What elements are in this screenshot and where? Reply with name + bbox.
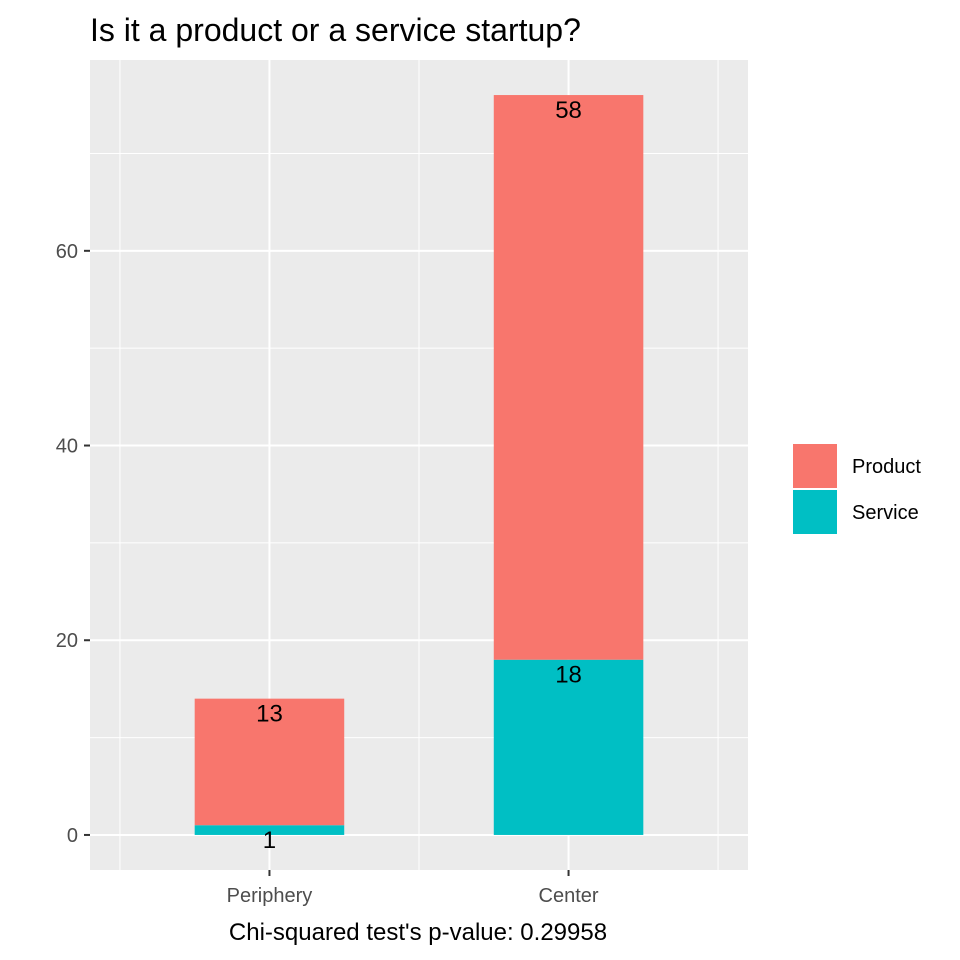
- y-tick-label: 60: [56, 241, 78, 263]
- legend-key-product: [793, 444, 837, 488]
- y-tick-label: 40: [56, 436, 78, 458]
- chart-title: Is it a product or a service startup?: [90, 12, 581, 48]
- bar-product-periphery: [194, 698, 345, 826]
- x-tick-label: Periphery: [227, 885, 313, 907]
- legend: Product Service: [793, 444, 921, 534]
- x-tick-label: Center: [539, 885, 599, 907]
- y-tick-label: 0: [67, 825, 78, 847]
- bar-product-center: [493, 95, 644, 660]
- data-label-service-center: 18: [555, 662, 582, 689]
- bar-service-periphery: [194, 825, 345, 835]
- legend-label-product: Product: [852, 456, 921, 478]
- y-tick-label: 20: [56, 630, 78, 652]
- x-axis-title: Chi-squared test's p-value: 0.29958: [229, 919, 607, 946]
- legend-label-service: Service: [852, 502, 919, 524]
- data-label-product-periphery: 13: [256, 701, 283, 728]
- legend-key-service: [793, 490, 837, 534]
- bar-service-center: [493, 659, 644, 835]
- data-labels: 1 13 18 58: [256, 97, 582, 854]
- y-axis: 0 20 40 60: [56, 241, 90, 847]
- data-label-product-center: 58: [555, 97, 582, 124]
- x-axis: Periphery Center: [227, 870, 599, 907]
- data-label-service-periphery: 1: [263, 827, 276, 854]
- bars: [194, 95, 644, 835]
